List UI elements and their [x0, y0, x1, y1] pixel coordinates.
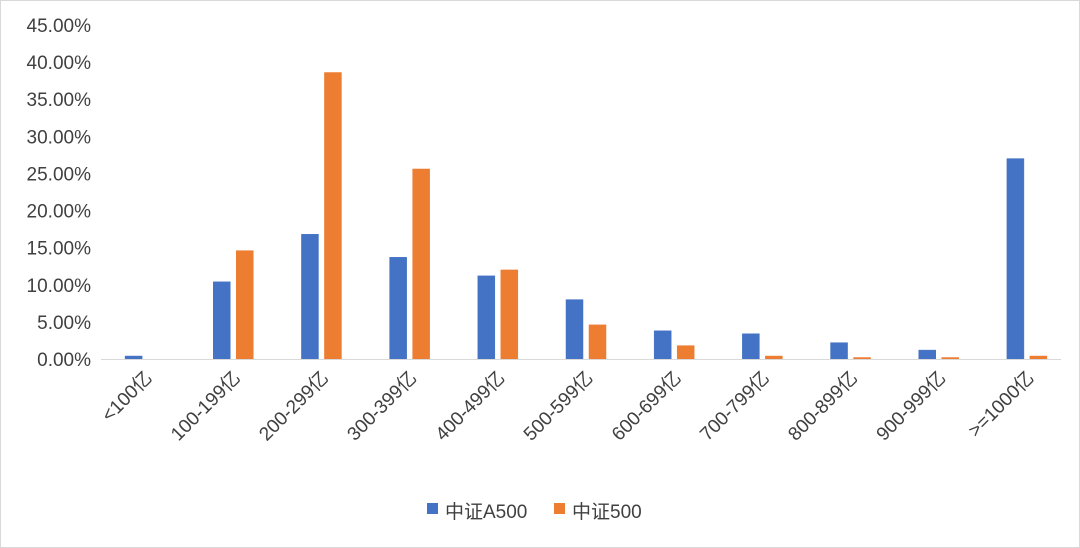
bar-series-2	[324, 72, 342, 360]
y-tick-label: 40.00%	[27, 53, 92, 74]
bar-series-1	[1006, 158, 1025, 360]
y-tick-label: 20.00%	[27, 202, 92, 223]
bar-series-2	[236, 250, 254, 360]
legend-label: 中证A500	[445, 501, 527, 523]
y-tick-label: 30.00%	[27, 127, 92, 148]
bar-series-2	[853, 357, 871, 360]
x-category-label: 300-399亿	[343, 367, 421, 445]
x-category-label: 200-299亿	[255, 367, 333, 445]
x-category-label: >=1000亿	[964, 367, 1039, 442]
x-category-label: 400-499亿	[431, 367, 509, 445]
bar-series-1	[830, 342, 848, 360]
legend-swatch	[427, 503, 438, 514]
bar-series-1	[213, 281, 231, 360]
x-category-label: 800-899亿	[784, 367, 862, 445]
x-category-label: 100-199亿	[167, 367, 245, 445]
bars	[124, 72, 1048, 360]
bar-series-1	[124, 355, 143, 360]
y-tick-label: 25.00%	[27, 164, 92, 185]
y-tick-label: 45.00%	[27, 16, 92, 37]
bar-series-1	[389, 257, 407, 360]
bar-series-2	[412, 168, 430, 360]
legend-label: 中证500	[572, 501, 642, 523]
x-category-label: <100亿	[97, 367, 156, 426]
bar-series-2	[941, 357, 959, 360]
y-tick-label: 0.00%	[37, 350, 91, 371]
bar-series-2	[588, 324, 607, 360]
y-axis: 0.00% 5.00% 10.00% 15.00% 20.00% 25.00% 30.00%…	[27, 16, 92, 371]
bar-series-2	[765, 355, 783, 360]
bar-series-2	[1029, 355, 1048, 360]
bar-series-2	[676, 345, 695, 360]
legend-swatch	[554, 503, 565, 514]
bar-series-1	[918, 349, 936, 360]
legend: 中证A500 中证500	[427, 501, 642, 523]
bar-series-1	[301, 234, 319, 360]
y-tick-label: 35.00%	[27, 90, 92, 111]
bar-series-2	[500, 269, 519, 360]
y-tick-label: 10.00%	[27, 276, 92, 297]
x-category-label: 700-799亿	[696, 367, 774, 445]
bar-series-1	[653, 330, 672, 360]
bar-series-1	[477, 275, 496, 360]
x-category-label: 600-699亿	[607, 367, 685, 445]
bar-series-1	[565, 299, 584, 360]
x-category-label: 900-999亿	[872, 367, 950, 445]
x-category-label: 500-599亿	[519, 367, 597, 445]
x-axis: <100亿 100-199亿 200-299亿 300-399亿 400-499亿 500…	[97, 367, 1038, 445]
y-tick-label: 15.00%	[27, 239, 92, 260]
bar-series-1	[742, 333, 760, 360]
y-tick-label: 5.00%	[37, 313, 91, 334]
